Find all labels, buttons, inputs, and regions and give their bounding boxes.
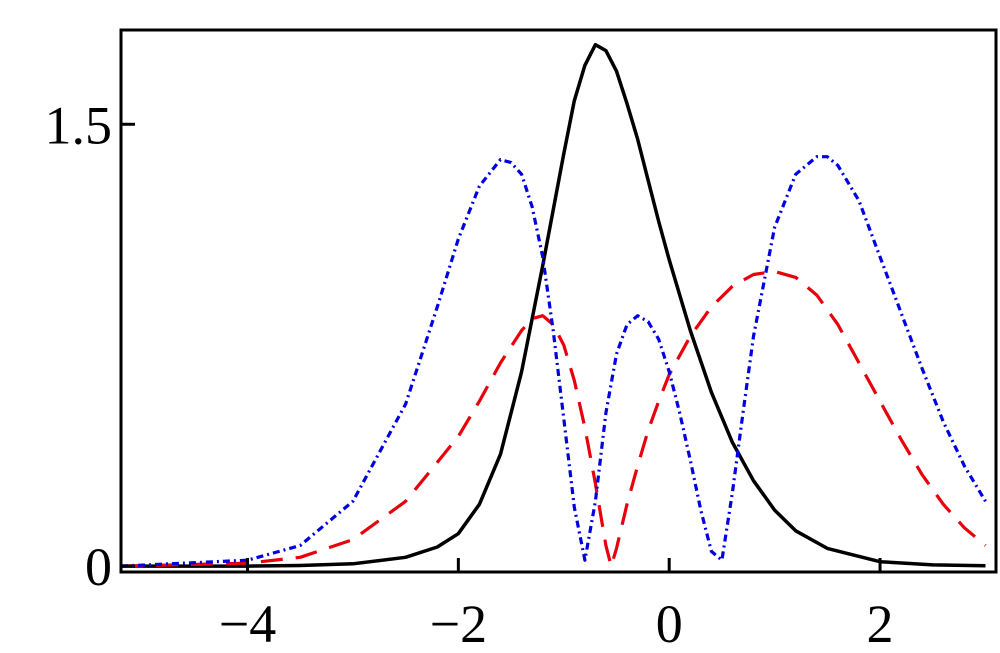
plot-curves xyxy=(120,42,987,568)
axis-ticks: −4 −2 0 2 0 1.5 xyxy=(45,95,894,653)
y-tick-label: 1.5 xyxy=(45,95,113,155)
x-tick-label: −2 xyxy=(430,594,487,653)
x-tick-label: 0 xyxy=(656,594,683,653)
series-line-solid xyxy=(121,42,986,568)
series-line-dashed xyxy=(120,269,987,568)
series-line-dot-dash xyxy=(120,155,987,568)
plot-frame xyxy=(119,28,998,574)
y-tick-label: 0 xyxy=(85,537,112,597)
x-tick-label: 2 xyxy=(867,594,894,653)
x-tick-label: −4 xyxy=(219,594,276,653)
